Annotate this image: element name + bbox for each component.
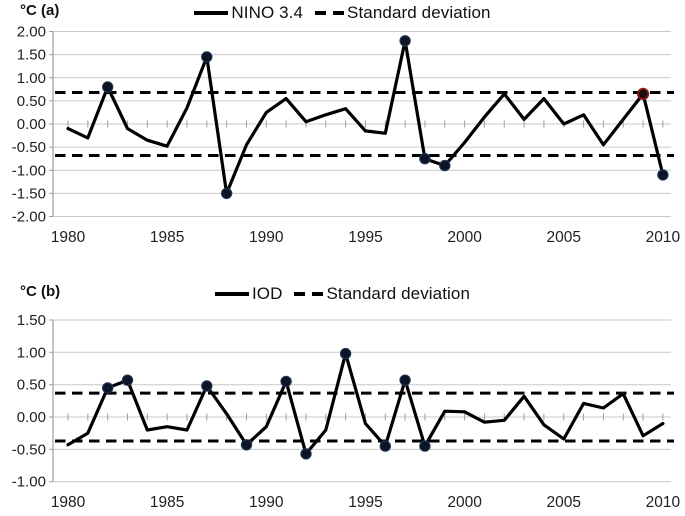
y-tick-label: -1.50 xyxy=(12,185,46,202)
data-marker-1996 xyxy=(379,440,391,452)
panel-b-unit-label: °C (b) xyxy=(20,283,61,300)
data-marker-1992 xyxy=(300,448,312,460)
legend-item-iod: IOD xyxy=(214,284,283,304)
x-tick-label-1985: 1985 xyxy=(150,494,184,511)
panel-b-header: IOD Standard deviation °C (b) xyxy=(0,283,685,305)
data-line-IOD xyxy=(66,351,665,456)
y-tick-label: 2.00 xyxy=(17,24,46,41)
iod-plot: 1.50 1.00 0.50 0.00 -0.50 -1.00 1980 1985 1990 19… xyxy=(12,312,681,511)
data-marker-1988 xyxy=(220,187,233,200)
panel-a-header: NINO 3.4 Standard deviation °C (a) xyxy=(0,2,685,24)
panel-a-unit-label: °C (a) xyxy=(20,2,60,19)
y-tick-label: 1.00 xyxy=(17,344,46,361)
x-tick-label-1985: 1985 xyxy=(150,229,184,246)
data-marker-1989 xyxy=(240,439,253,451)
legend-item-stddev-b: Standard deviation xyxy=(294,284,470,304)
dashed-line-swatch xyxy=(315,11,345,15)
x-tick-label-1980: 1980 xyxy=(51,229,86,246)
data-marker-1998 xyxy=(419,440,431,452)
highlight-marker-2009 xyxy=(636,87,650,101)
x-tick-label-1990: 1990 xyxy=(249,494,284,511)
nino34-chart-panel: NINO 3.4 Standard deviation °C (a) 2.00 1… xyxy=(0,0,685,250)
x-tick-label-2000: 2000 xyxy=(447,494,482,511)
panel-a-legend: NINO 3.4 Standard deviation xyxy=(0,2,685,24)
y-tick-label: 0.00 xyxy=(17,409,46,426)
legend-item-stddev-a: Standard deviation xyxy=(315,3,491,23)
data-marker-1997 xyxy=(399,35,411,47)
x-tick-label-2005: 2005 xyxy=(547,494,581,511)
y-tick-label: -0.50 xyxy=(12,441,46,458)
y-tick-label: -1.00 xyxy=(12,474,46,491)
legend-label-nino34: NINO 3.4 xyxy=(231,3,304,22)
data-marker-1987 xyxy=(201,380,213,392)
solid-line-swatch xyxy=(214,292,249,296)
data-line-NINO 3.4 xyxy=(66,39,665,195)
x-tick-label-1980: 1980 xyxy=(51,494,86,511)
data-marker-1991 xyxy=(280,375,292,388)
x-tick-label-2010: 2010 xyxy=(646,494,681,511)
y-tick-label: 0.50 xyxy=(17,93,46,110)
nino34-plot: 2.00 1.50 1.00 0.50 0.00 -0.50 -1.00 -1.50 -2.00… xyxy=(12,24,681,247)
y-tick-label: 1.50 xyxy=(17,312,46,329)
y-tick-label: 0.50 xyxy=(17,377,46,394)
data-marker-1998 xyxy=(419,153,431,165)
y-tick-label: -2.00 xyxy=(12,209,46,226)
y-tick-label: -1.00 xyxy=(12,162,46,179)
panel-b-legend: IOD Standard deviation xyxy=(0,283,685,305)
x-tick-label-1995: 1995 xyxy=(348,494,382,511)
y-tick-label: 1.00 xyxy=(17,70,46,87)
data-marker-1987 xyxy=(201,51,213,63)
legend-label-iod: IOD xyxy=(251,284,283,303)
y-tick-label: 1.50 xyxy=(17,47,46,64)
data-marker-1982 xyxy=(102,81,114,93)
solid-line-swatch xyxy=(194,11,229,15)
data-marker-1994 xyxy=(339,347,352,360)
x-tick-label-2010: 2010 xyxy=(646,229,681,246)
legend-label-stddev-a: Standard deviation xyxy=(347,3,491,22)
x-tick-label-1990: 1990 xyxy=(249,229,284,246)
data-marker-1983 xyxy=(121,374,134,386)
y-tick-label: -0.50 xyxy=(12,139,46,156)
data-marker-1999 xyxy=(439,159,451,172)
data-marker-1982 xyxy=(102,382,114,394)
legend-label-stddev-b: Standard deviation xyxy=(326,284,471,303)
legend-item-nino34: NINO 3.4 xyxy=(194,3,303,23)
x-tick-label-1995: 1995 xyxy=(348,229,382,246)
y-tick-label: 0.00 xyxy=(17,116,46,133)
dashed-line-swatch xyxy=(294,292,324,296)
x-tick-label-2000: 2000 xyxy=(447,229,482,246)
iod-chart-panel: IOD Standard deviation °C (b) 1.50 1.00 0.… xyxy=(0,278,685,516)
data-marker-1997 xyxy=(399,374,411,386)
data-marker-2010 xyxy=(657,169,669,181)
x-tick-label-2005: 2005 xyxy=(547,229,581,246)
